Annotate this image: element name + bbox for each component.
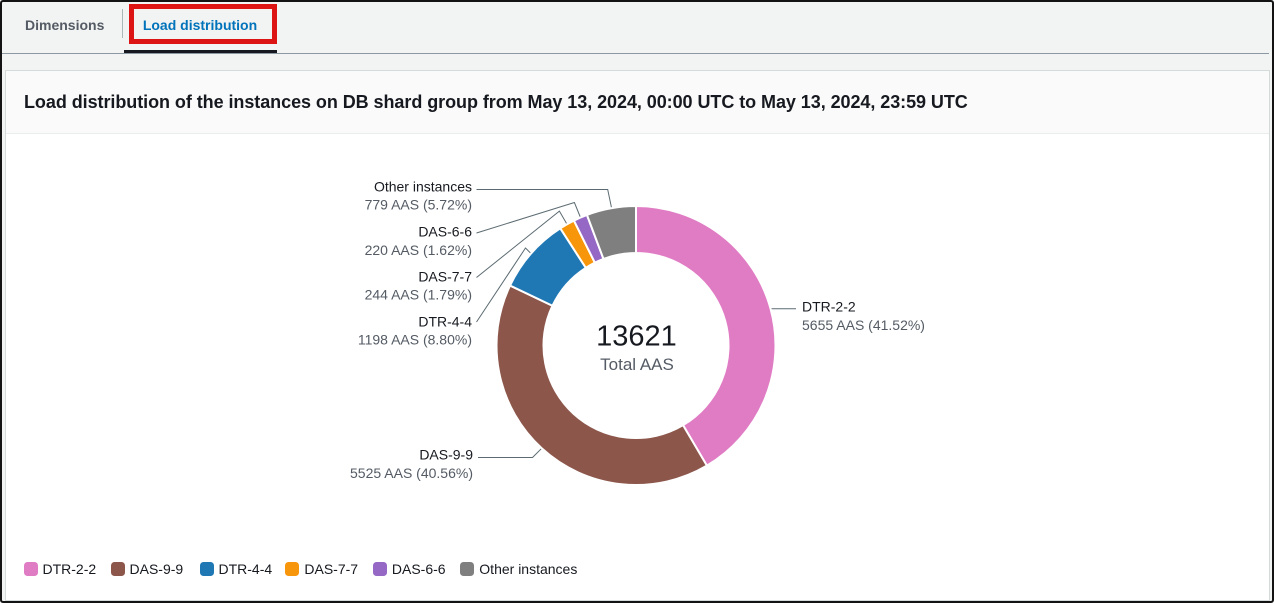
svg-text:DTR-4-4: DTR-4-4	[418, 313, 472, 329]
svg-text:1198 AAS (8.80%): 1198 AAS (8.80%)	[358, 332, 472, 348]
svg-text:220 AAS (1.62%): 220 AAS (1.62%)	[365, 242, 472, 258]
svg-text:Total AAS: Total AAS	[600, 355, 674, 374]
svg-text:779 AAS (5.72%): 779 AAS (5.72%)	[365, 197, 472, 213]
svg-text:DAS-9-9: DAS-9-9	[419, 447, 473, 463]
svg-text:244 AAS (1.79%): 244 AAS (1.79%)	[365, 287, 472, 303]
svg-text:5655 AAS (41.52%): 5655 AAS (41.52%)	[802, 317, 925, 333]
svg-text:13621: 13621	[596, 321, 677, 353]
svg-text:DTR-2-2: DTR-2-2	[802, 299, 856, 315]
svg-text:DAS-7-7: DAS-7-7	[418, 268, 472, 284]
svg-text:5525 AAS (40.56%): 5525 AAS (40.56%)	[350, 465, 473, 481]
svg-text:DAS-6-6: DAS-6-6	[418, 224, 472, 240]
svg-text:Other instances: Other instances	[374, 179, 472, 195]
